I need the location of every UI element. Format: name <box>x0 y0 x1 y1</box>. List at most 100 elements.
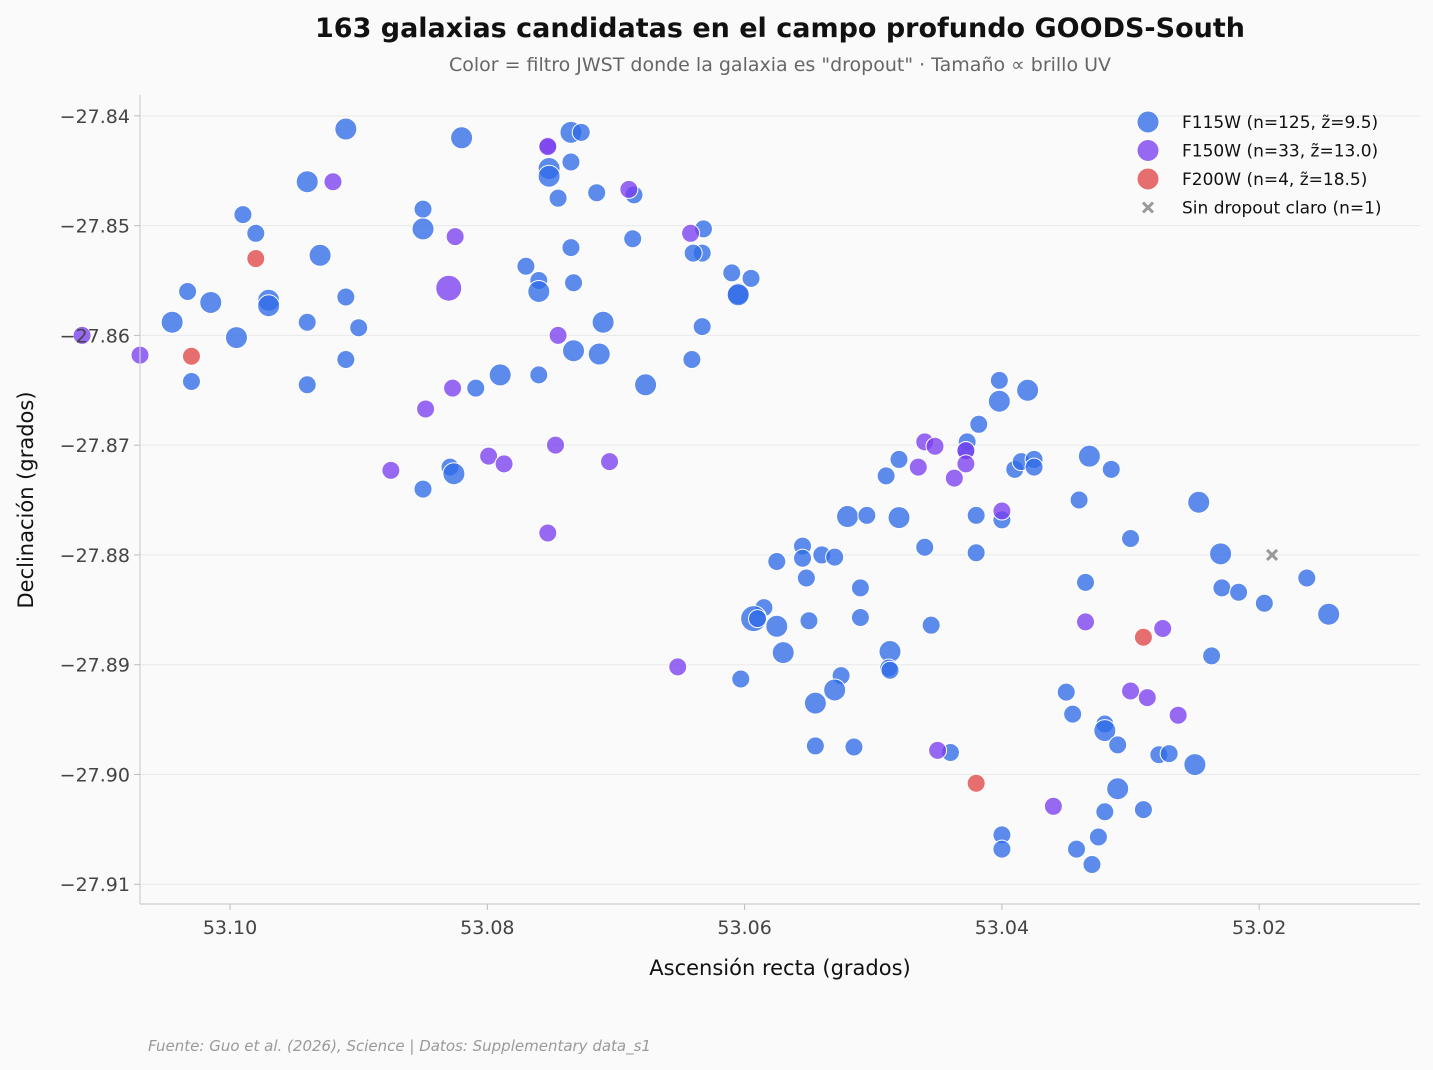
data-point <box>308 243 332 267</box>
y-axis-label: Declinación (grados) <box>14 391 38 608</box>
data-point <box>1106 777 1130 801</box>
data-point <box>381 460 401 480</box>
data-point <box>488 363 512 387</box>
data-point <box>537 164 561 188</box>
data-point <box>494 454 514 474</box>
gridlines <box>140 115 1420 885</box>
data-point <box>921 615 941 635</box>
data-point <box>323 172 343 192</box>
data-point <box>887 506 911 530</box>
chart-title: 163 galaxias candidatas en el campo prof… <box>315 13 1245 44</box>
data-point <box>548 188 568 208</box>
data-point <box>799 611 819 631</box>
data-point <box>1082 854 1102 874</box>
data-point <box>731 669 751 689</box>
data-point <box>72 325 92 345</box>
data-point <box>1108 735 1128 755</box>
data-point <box>435 274 463 302</box>
data-point <box>908 457 928 477</box>
data-point <box>966 773 986 793</box>
data-point <box>1016 378 1040 402</box>
data-point <box>823 678 847 702</box>
data-point <box>1095 802 1115 822</box>
data-point <box>450 126 474 150</box>
data-point <box>969 414 989 434</box>
data-point <box>587 183 607 203</box>
legend-marker <box>1141 201 1155 214</box>
data-point <box>1265 548 1279 561</box>
data-point <box>844 737 864 757</box>
data-point <box>1077 444 1101 468</box>
series-2 <box>181 249 1153 793</box>
data-point <box>466 378 486 398</box>
data-point <box>246 223 266 243</box>
data-point <box>443 378 463 398</box>
series-0 <box>160 117 1341 874</box>
data-point <box>876 466 896 486</box>
data-point <box>925 436 945 456</box>
data-point <box>349 318 369 338</box>
legend: F115W (n=125, z̃=9.5) F150W (n=33, z̃=13.… <box>1136 110 1382 219</box>
data-point <box>805 736 825 756</box>
y-tick-label: −27.85 <box>60 216 130 238</box>
x-tick-label: 53.02 <box>1232 917 1286 939</box>
data-point <box>836 505 860 529</box>
x-tick-label: 53.08 <box>460 917 514 939</box>
data-point <box>722 263 742 283</box>
data-point <box>1202 646 1222 666</box>
x-tick-label: 53.10 <box>203 917 257 939</box>
data-point <box>181 346 201 366</box>
data-point <box>825 547 845 567</box>
data-point <box>1297 568 1317 588</box>
legend-item: F200W (n=4, z̃=18.5) <box>1136 167 1367 191</box>
data-point <box>1121 681 1141 701</box>
data-point <box>411 217 435 241</box>
data-point <box>561 238 581 258</box>
data-point <box>944 468 964 488</box>
legend-label: F115W (n=125, z̃=9.5) <box>1182 113 1378 133</box>
data-point <box>1168 705 1188 725</box>
data-point <box>257 294 281 318</box>
data-point <box>850 608 870 628</box>
legend-marker <box>1136 139 1160 162</box>
data-point <box>1067 839 1087 859</box>
data-point <box>561 152 581 172</box>
legend-item: F115W (n=125, z̃=9.5) <box>1136 110 1378 134</box>
data-point <box>741 268 761 288</box>
y-tick-label: −27.87 <box>60 435 130 457</box>
data-point <box>1024 457 1044 477</box>
data-point <box>1069 490 1089 510</box>
data-point <box>966 543 986 563</box>
data-point <box>767 552 787 572</box>
data-point <box>1063 704 1083 724</box>
data-point <box>1101 459 1121 479</box>
data-points <box>72 117 1341 874</box>
data-point <box>765 614 789 638</box>
data-point <box>747 609 767 629</box>
y-tick-label: −27.86 <box>60 325 130 347</box>
y-tick-label: −27.90 <box>60 764 130 786</box>
data-point <box>634 373 658 397</box>
data-point <box>516 256 536 276</box>
data-point <box>850 578 870 598</box>
legend-label: F150W (n=33, z̃=13.0) <box>1182 142 1378 162</box>
y-tick-label: −27.84 <box>60 106 130 128</box>
y-tick-label: −27.91 <box>60 874 130 896</box>
data-point <box>928 740 948 760</box>
data-point <box>1133 627 1153 647</box>
data-point <box>623 229 643 249</box>
data-point <box>295 170 319 194</box>
data-point <box>992 501 1012 521</box>
data-point <box>479 446 499 466</box>
data-point <box>224 326 248 350</box>
data-point <box>564 273 584 293</box>
data-point <box>297 312 317 332</box>
legend-label: F200W (n=4, z̃=18.5) <box>1182 170 1367 190</box>
data-point <box>334 117 358 141</box>
data-point <box>889 449 909 469</box>
legend-label: Sin dropout claro (n=1) <box>1182 199 1382 219</box>
data-point <box>538 523 558 543</box>
legend-marker <box>1136 110 1160 134</box>
data-point <box>681 223 701 243</box>
data-point <box>1076 572 1096 592</box>
